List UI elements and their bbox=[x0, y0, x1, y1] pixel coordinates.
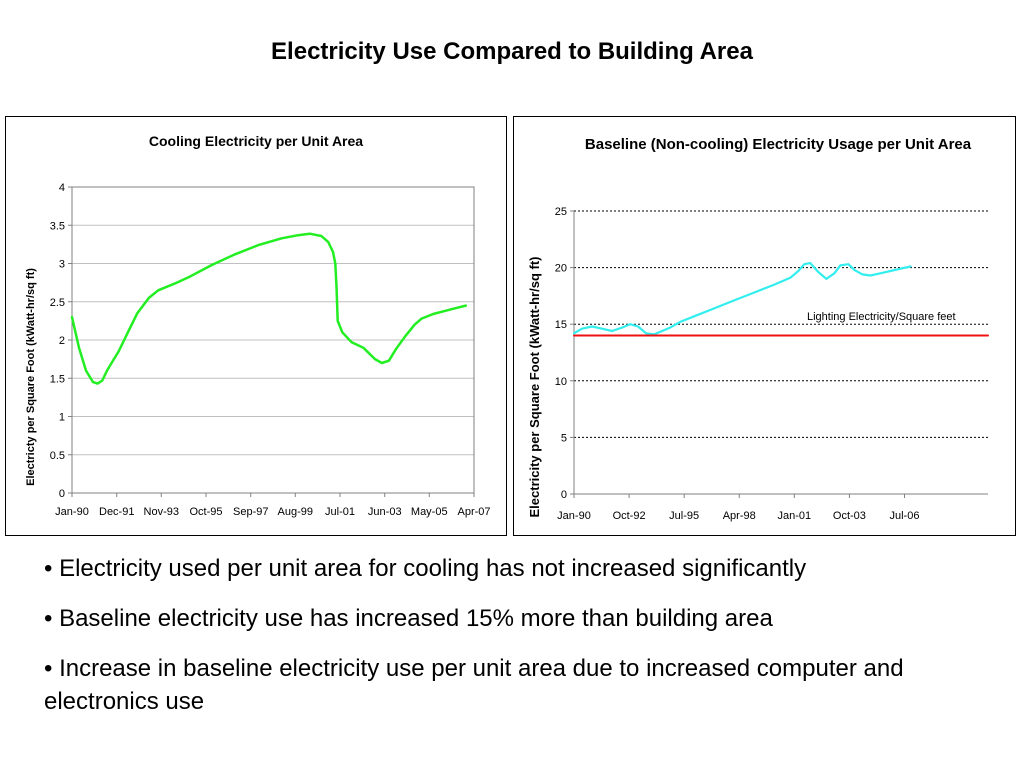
y-tick-label: 10 bbox=[555, 376, 567, 388]
x-tick-label: Oct-95 bbox=[189, 506, 222, 518]
y-tick-label: 1.5 bbox=[50, 373, 65, 385]
baseline-chart-panel: Baseline (Non-cooling) Electricity Usage… bbox=[513, 116, 1016, 536]
y-axis-label: Electricity per Square Foot (kWatt-hr/sq… bbox=[527, 257, 542, 518]
y-tick-label: 0.5 bbox=[50, 450, 65, 462]
y-tick-label: 0 bbox=[59, 488, 65, 500]
x-tick-label: Oct-03 bbox=[833, 510, 866, 522]
x-tick-label: May-05 bbox=[411, 506, 448, 518]
baseline-chart: Baseline (Non-cooling) Electricity Usage… bbox=[527, 136, 989, 522]
x-tick-label: Apr-98 bbox=[723, 510, 756, 522]
series-line bbox=[572, 262, 912, 336]
x-tick-label: Aug-99 bbox=[278, 506, 313, 518]
chart-title: Baseline (Non-cooling) Electricity Usage… bbox=[585, 136, 972, 153]
x-tick-label: Nov-93 bbox=[144, 506, 179, 518]
bullet-item: • Increase in baseline electricity use p… bbox=[44, 655, 904, 715]
x-tick-label: Jul-06 bbox=[889, 510, 919, 522]
chart-title: Cooling Electricity per Unit Area bbox=[149, 133, 363, 149]
x-tick-label: Dec-91 bbox=[99, 506, 134, 518]
x-tick-label: Jul-95 bbox=[669, 510, 699, 522]
y-tick-label: 4 bbox=[59, 182, 65, 194]
x-tick-label: Jun-03 bbox=[368, 506, 402, 518]
y-tick-label: 5 bbox=[561, 432, 567, 444]
y-tick-label: 1 bbox=[59, 412, 65, 424]
x-tick-label: Apr-07 bbox=[457, 506, 490, 518]
x-tick-label: Sep-97 bbox=[233, 506, 268, 518]
y-axis-label: Electricty per Square Foot (kWatt-hr/sq … bbox=[25, 268, 37, 486]
y-tick-label: 25 bbox=[555, 206, 567, 218]
y-tick-label: 20 bbox=[555, 263, 567, 275]
series-line bbox=[70, 232, 468, 385]
lighting-line-label: Lighting Electricity/Square feet bbox=[807, 311, 956, 323]
cooling-chart-panel: Cooling Electricity per Unit Area Electr… bbox=[5, 116, 507, 536]
bullet-list: • Electricity used per unit area for coo… bbox=[44, 552, 984, 735]
plot-area bbox=[71, 186, 475, 494]
x-tick-label: Jan-90 bbox=[557, 510, 591, 522]
y-tick-label: 3 bbox=[59, 259, 65, 271]
y-tick-label: 2 bbox=[59, 335, 65, 347]
y-tick-label: 3.5 bbox=[50, 220, 65, 232]
bullet-item: • Electricity used per unit area for coo… bbox=[44, 555, 807, 582]
y-tick-label: 2.5 bbox=[50, 297, 65, 309]
y-tick-label: 15 bbox=[555, 319, 567, 331]
x-tick-label: Oct-92 bbox=[613, 510, 646, 522]
x-tick-label: Jul-01 bbox=[325, 506, 355, 518]
bullet-item: • Baseline electricity use has increased… bbox=[44, 605, 773, 632]
slide-title: Electricity Use Compared to Building Are… bbox=[271, 38, 753, 65]
cooling-chart: Cooling Electricity per Unit Area Electr… bbox=[25, 133, 491, 518]
y-tick-label: 0 bbox=[561, 489, 567, 501]
x-tick-label: Jan-90 bbox=[55, 506, 89, 518]
x-tick-label: Jan-01 bbox=[777, 510, 811, 522]
